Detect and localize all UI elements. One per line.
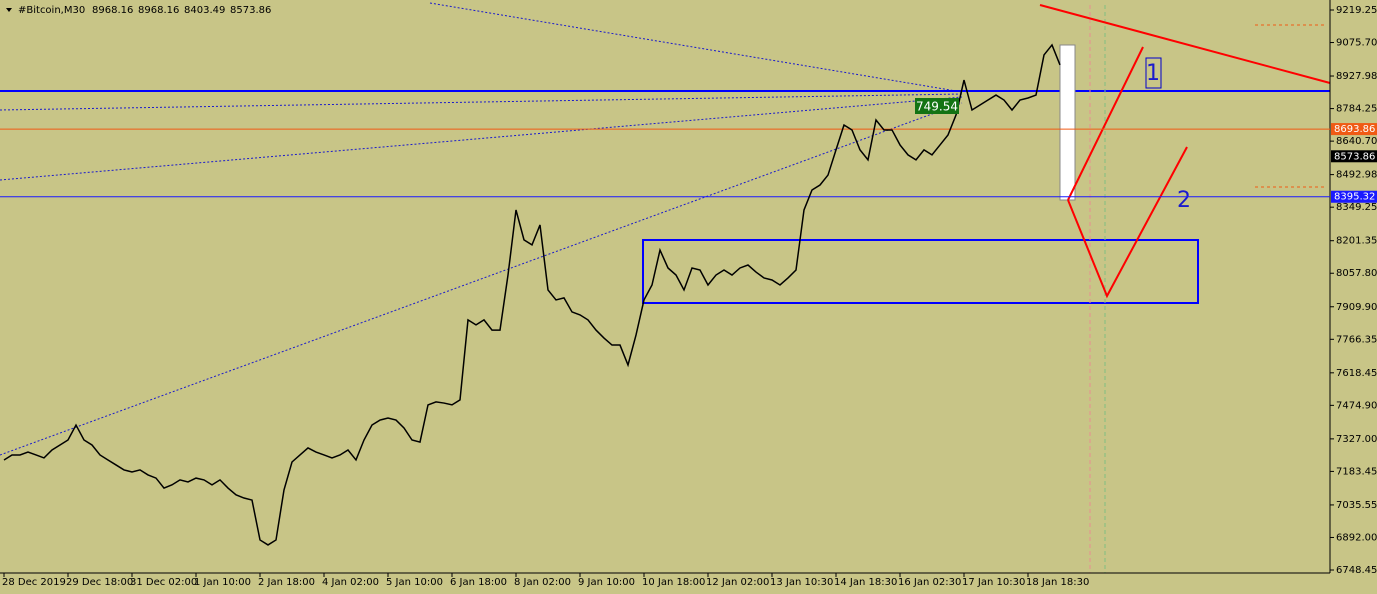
range-bar — [1059, 44, 1076, 201]
x-tick-label: 9 Jan 10:00 — [578, 577, 635, 588]
x-tick-label: 10 Jan 18:00 — [642, 577, 705, 588]
price-tag-label: 8573.86 — [1334, 151, 1375, 162]
menu-arrow — [6, 8, 12, 12]
y-tick-label: 7909.90 — [1336, 302, 1377, 313]
x-tick-label: 2 Jan 18:00 — [258, 577, 315, 588]
chart-title: #Bitcoin,M30 — [18, 5, 85, 16]
x-tick-label: 13 Jan 10:30 — [770, 577, 833, 588]
y-tick-label: 7474.90 — [1336, 400, 1377, 411]
price-tag-label: 8693.86 — [1334, 124, 1375, 135]
y-tick-label: 8057.80 — [1336, 268, 1377, 279]
x-tick-label: 6 Jan 18:00 — [450, 577, 507, 588]
x-tick-label: 16 Jan 02:30 — [898, 577, 961, 588]
x-tick-label: 12 Jan 02:00 — [706, 577, 769, 588]
zone-box — [642, 239, 1199, 304]
wave-label: 1 — [1146, 61, 1160, 86]
y-tick-label: 8201.35 — [1336, 236, 1377, 247]
price-tag — [1331, 123, 1377, 136]
y-tick-label: 8927.98 — [1336, 71, 1377, 82]
x-tick-label: 28 Dec 2019 — [2, 577, 66, 588]
x-tick-label: 8 Jan 02:00 — [514, 577, 571, 588]
x-tick-label: 31 Dec 02:00 — [130, 577, 197, 588]
wave-box — [1145, 57, 1162, 89]
price-tag — [1331, 190, 1377, 203]
y-tick-label: 9075.70 — [1336, 38, 1377, 49]
ohlc-value: 8968.16 — [138, 5, 179, 16]
ohlc-value: 8968.16 — [92, 5, 133, 16]
wave-label: 2 — [1177, 188, 1191, 213]
forecast-lines — [1039, 4, 1331, 299]
y-tick-label: 7183.45 — [1336, 466, 1377, 477]
y-tick-label: 7766.35 — [1336, 334, 1377, 345]
x-tick-label: 29 Dec 18:00 — [66, 577, 133, 588]
x-tick-label: 14 Jan 18:30 — [834, 577, 897, 588]
trend-lines — [0, 2, 963, 456]
x-tick-label: 17 Jan 10:30 — [962, 577, 1025, 588]
y-tick-label: 8784.25 — [1336, 104, 1377, 115]
price-tag — [1331, 150, 1377, 163]
measure-label: 749.54 — [916, 100, 958, 114]
y-tick-label: 7618.45 — [1336, 368, 1377, 379]
x-tick-label: 5 Jan 10:00 — [386, 577, 443, 588]
x-tick-label: 18 Jan 18:30 — [1026, 577, 1089, 588]
y-tick-label: 8492.98 — [1336, 170, 1377, 181]
y-tick-label: 9219.25 — [1336, 5, 1377, 16]
x-tick-label: 4 Jan 02:00 — [322, 577, 379, 588]
measure-box — [915, 98, 959, 114]
y-tick-label: 6892.00 — [1336, 532, 1377, 543]
price-tag-label: 8395.32 — [1334, 192, 1375, 203]
y-tick-label: 8640.70 — [1336, 136, 1377, 147]
price-line — [3, 43, 1061, 546]
y-tick-label: 6748.45 — [1336, 565, 1377, 576]
ohlc-value: 8403.49 — [184, 5, 225, 16]
y-tick-label: 8349.25 — [1336, 202, 1377, 213]
y-tick-label: 7327.00 — [1336, 434, 1377, 445]
y-tick-label: 7035.55 — [1336, 500, 1377, 511]
ohlc-value: 8573.86 — [230, 5, 271, 16]
x-tick-label: 1 Jan 10:00 — [194, 577, 251, 588]
